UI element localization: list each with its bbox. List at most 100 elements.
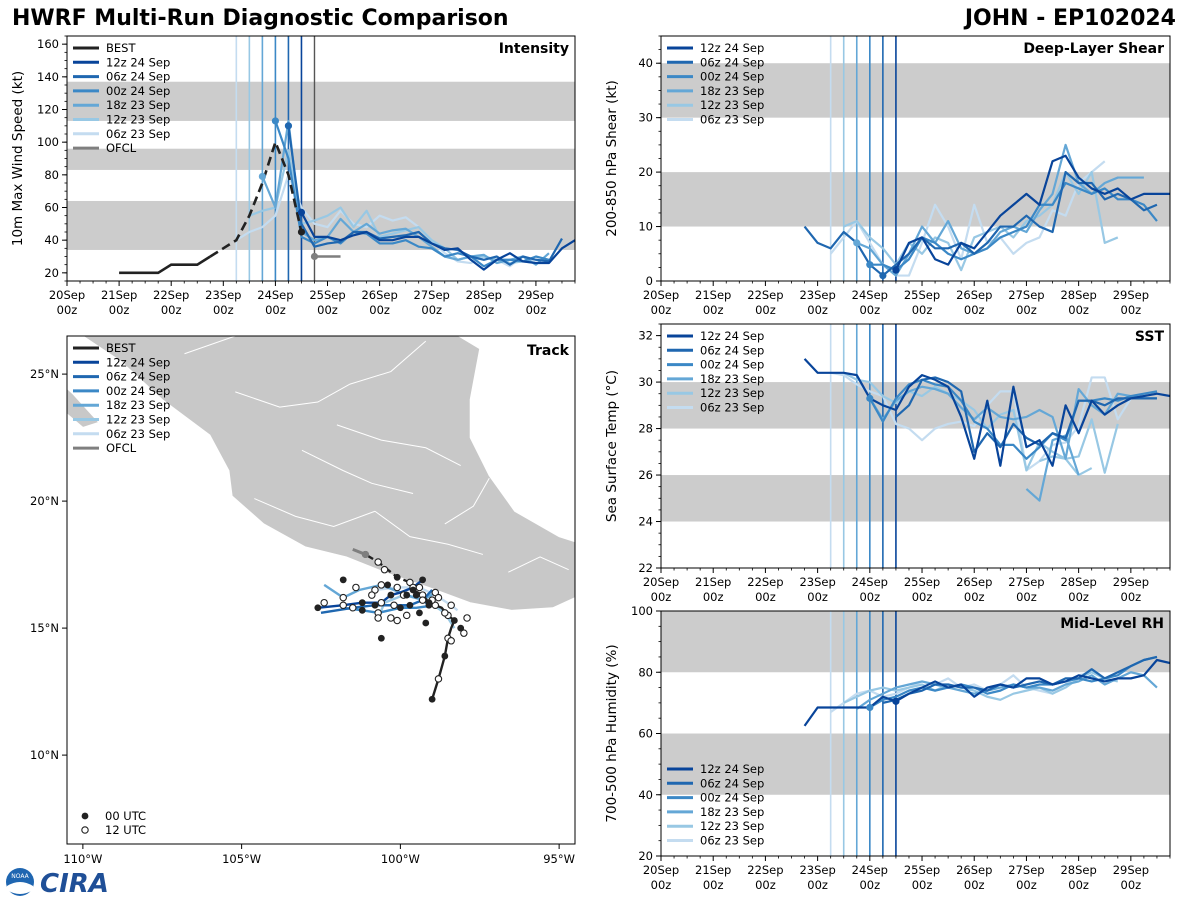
x-tick-label-day: 25Sep — [904, 575, 940, 589]
legend-label-00z-24-sep: 00z 24 Sep — [700, 70, 764, 84]
track-point-12utc — [377, 581, 386, 589]
y-tick-label: 80 — [638, 665, 653, 679]
legend-label-18z-23-sep: 18z 23 Sep — [700, 805, 764, 819]
x-tick-label-hour: 00z — [1068, 303, 1089, 317]
state-border-6 — [184, 336, 236, 355]
x-tick-label-day: 22Sep — [153, 288, 189, 302]
x-tick-label-day: 27Sep — [1008, 575, 1044, 589]
track-point-00utc — [396, 604, 404, 612]
x-tick-label-hour: 00z — [912, 303, 933, 317]
y-tick-label: 80 — [44, 168, 59, 182]
x-tick-label-day: 29Sep — [1113, 288, 1149, 302]
series-line-12z-24-sep — [803, 658, 1170, 727]
x-tick-label-day: 20Sep — [643, 288, 679, 302]
x-tick-label-hour: 00z — [859, 878, 880, 892]
y-tick-label: 10 — [638, 220, 653, 234]
series-line-best-dashed — [209, 138, 303, 258]
x-tick-label-hour: 00z — [473, 303, 494, 317]
ofcl-position-marker — [361, 550, 370, 559]
track-point-12utc — [339, 593, 347, 602]
legend-label-12z-23-sep: 12z 23 Sep — [700, 98, 764, 112]
x-tick-label-day: 24Sep — [852, 575, 888, 589]
lat-tick-label: 10°N — [30, 748, 59, 762]
legend-label-best: BEST — [106, 341, 136, 355]
track-point-00utc — [358, 599, 366, 607]
state-border-2 — [374, 510, 484, 555]
series-line-06z-23-sep — [829, 160, 1106, 277]
x-tick-label-hour: 00z — [755, 303, 776, 317]
threshold-band-2 — [67, 81, 575, 121]
series-marker-06z-24-sep — [879, 271, 887, 280]
state-border-5 — [349, 340, 427, 385]
legend-label-12z-24-sep: 12z 24 Sep — [106, 55, 170, 69]
series-line-00z-24-sep — [868, 378, 1158, 460]
series-line-06z-24-sep — [895, 376, 1157, 453]
x-tick-label-day: 21Sep — [695, 575, 731, 589]
y-tick-label: 60 — [44, 201, 59, 215]
series-marker-00z-24-sep — [866, 703, 874, 712]
chart-rh: 2040608010020Sep00z21Sep00z22Sep00z23Sep… — [604, 604, 1171, 892]
chart-intensity: 2040608010012014016020Sep00z21Sep00z22Se… — [10, 35, 576, 317]
panel-title: SST — [1135, 329, 1165, 345]
x-tick-label-day: 20Sep — [643, 575, 679, 589]
x-tick-label-day: 27Sep — [1008, 863, 1044, 877]
y-tick-label: 160 — [37, 37, 59, 51]
track-point-12utc — [418, 596, 427, 604]
series-marker-18z-23-sep — [258, 172, 266, 181]
x-tick-label-day: 26Sep — [956, 288, 992, 302]
x-tick-label-hour: 00z — [807, 590, 828, 604]
legend-label-12z-23-sep: 12z 23 Sep — [106, 113, 170, 127]
x-tick-label-day: 26Sep — [956, 575, 992, 589]
series-marker-00z-24-sep — [866, 261, 874, 269]
x-tick-label-hour: 00z — [1121, 878, 1142, 892]
x-tick-label-hour: 00z — [755, 590, 776, 604]
x-tick-label-hour: 00z — [912, 878, 933, 892]
x-tick-label-day: 29Sep — [1113, 575, 1149, 589]
cira-logo: NOAA CIRA — [6, 868, 109, 898]
x-tick-label-day: 28Sep — [1060, 288, 1096, 302]
series-marker-06z-24-sep — [284, 122, 293, 130]
series-marker-00z-24-sep — [271, 117, 280, 125]
legend-label-00z-24-sep: 00z 24 Sep — [106, 384, 170, 398]
track-point-00utc — [377, 634, 385, 642]
x-tick-label-day: 22Sep — [747, 288, 783, 302]
series-line-best — [119, 255, 211, 275]
series-marker-best — [297, 228, 306, 236]
x-tick-label-day: 27Sep — [1008, 288, 1044, 302]
x-tick-label-day: 20Sep — [643, 863, 679, 877]
legend-label-12z-24-sep: 12z 24 Sep — [700, 329, 764, 343]
legend-marker-00utc — [81, 812, 89, 820]
x-tick-label-hour: 00z — [1121, 303, 1142, 317]
land-polygon-0 — [67, 336, 575, 611]
figure-title: HWRF Multi-Run Diagnostic Comparison — [12, 6, 509, 31]
y-tick-label: 30 — [638, 111, 653, 125]
x-tick-label-hour: 00z — [651, 303, 672, 317]
map-group — [67, 336, 575, 703]
x-tick-label-hour: 00z — [912, 590, 933, 604]
series-marker-12z-24-sep — [892, 697, 900, 705]
legend-label-06z-24-sep: 06z 24 Sep — [106, 70, 170, 84]
track-point-00utc — [428, 695, 436, 703]
series-marker-00z-24-sep — [866, 394, 874, 402]
legend-label-06z-23-sep: 06z 23 Sep — [700, 401, 764, 415]
x-tick-label-hour: 00z — [651, 590, 672, 604]
panel-title: Deep-Layer Shear — [1023, 41, 1164, 57]
lat-tick-label: 25°N — [30, 367, 59, 381]
x-tick-label-hour: 00z — [703, 590, 724, 604]
x-tick-label-hour: 00z — [1016, 303, 1037, 317]
y-tick-label: 40 — [638, 788, 653, 802]
lon-tick-label: 100°W — [381, 852, 420, 866]
chart-shear: 01020304020Sep00z21Sep00z22Sep00z23Sep00… — [604, 35, 1171, 317]
track-point-12utc — [374, 558, 382, 566]
legend-label-ofcl: OFCL — [106, 141, 137, 155]
panel-title: Track — [527, 343, 570, 359]
lon-tick-label: 105°W — [222, 852, 261, 866]
track-point-00utc — [371, 601, 379, 609]
plot-frame — [660, 323, 1171, 569]
track-point-12utc — [387, 614, 395, 622]
y-tick-label: 28 — [638, 422, 653, 436]
series-marker-18z-23-sep — [853, 239, 861, 247]
y-tick-label: 120 — [37, 103, 59, 117]
y-tick-label: 40 — [638, 56, 653, 70]
